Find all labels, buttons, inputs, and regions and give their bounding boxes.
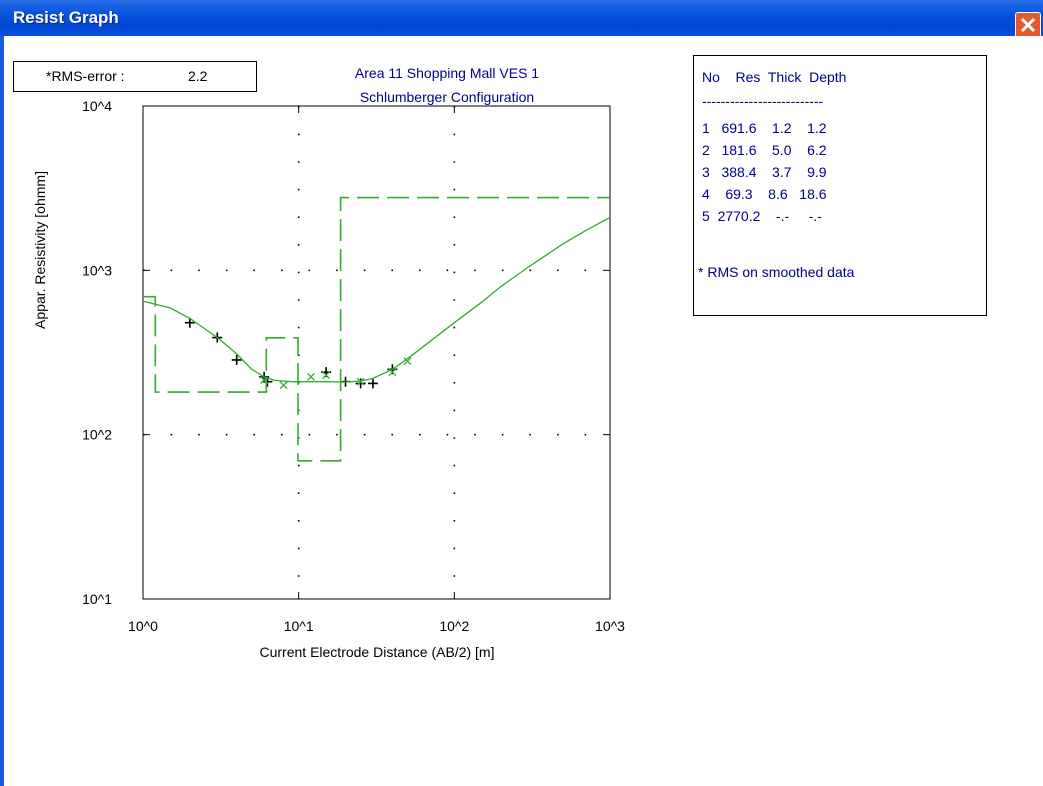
table-separator: -------------------------- xyxy=(702,93,824,109)
rms-error-box: *RMS-error : 2.2 xyxy=(13,61,257,92)
chart-series xyxy=(142,196,611,462)
y-tick-label: 10^3 xyxy=(82,262,112,278)
observed-point xyxy=(355,378,366,389)
x-tick-labels: 10^0 10^1 10^2 10^3 xyxy=(128,618,625,634)
x-tick-label: 10^0 xyxy=(128,618,158,634)
plot-frame xyxy=(142,105,611,600)
x-tick-label: 10^1 xyxy=(284,618,314,634)
table-row: 4 69.3 8.6 18.6 xyxy=(702,186,827,202)
x-axis-label: Current Electrode Distance (AB/2) [m] xyxy=(260,644,495,660)
smoothed-point xyxy=(322,371,331,380)
smoothed-point xyxy=(279,381,288,390)
table-row: 3 388.4 3.7 9.9 xyxy=(702,164,827,180)
y-tick-labels: 10^1 10^2 10^3 10^4 xyxy=(82,98,112,607)
chart-title-line2: Schlumberger Configuration xyxy=(360,89,534,105)
layer-model-table: No Res Thick Depth ---------------------… xyxy=(693,55,987,316)
rms-error-value: 2.2 xyxy=(188,68,208,84)
chart-grid xyxy=(143,106,610,599)
y-tick-label: 10^1 xyxy=(82,591,112,607)
smoothed-point xyxy=(356,377,365,386)
smoothed-point xyxy=(307,372,315,381)
chart-title-line1: Area 11 Shopping Mall VES 1 xyxy=(355,65,539,81)
window-title: Resist Graph xyxy=(13,8,119,27)
axis-ticks xyxy=(142,105,611,600)
y-axis-label: Appar. Resistivity [ohmm] xyxy=(32,171,48,329)
y-tick-label: 10^4 xyxy=(82,98,112,114)
observed-point xyxy=(367,378,378,389)
rms-error-label: *RMS-error : xyxy=(46,68,125,84)
rms-note: * RMS on smoothed data xyxy=(698,264,855,280)
y-tick-label: 10^2 xyxy=(82,427,112,443)
observed-point xyxy=(184,317,195,328)
table-row: 1 691.6 1.2 1.2 xyxy=(702,120,827,136)
calculated-curve xyxy=(142,216,611,383)
x-tick-label: 10^3 xyxy=(595,618,625,634)
table-header: No Res Thick Depth xyxy=(702,69,847,85)
table-row: 2 181.6 5.0 6.2 xyxy=(702,142,827,158)
table-row: 5 2770.2 -.- -.- xyxy=(702,208,822,224)
close-x-icon xyxy=(1020,17,1036,33)
window-left-border xyxy=(0,36,4,786)
window-titlebar[interactable]: Resist Graph xyxy=(0,0,1043,38)
observed-point xyxy=(231,354,242,365)
smoothed-point xyxy=(403,357,412,366)
layer-model-step xyxy=(143,196,610,462)
x-tick-label: 10^2 xyxy=(439,618,469,634)
